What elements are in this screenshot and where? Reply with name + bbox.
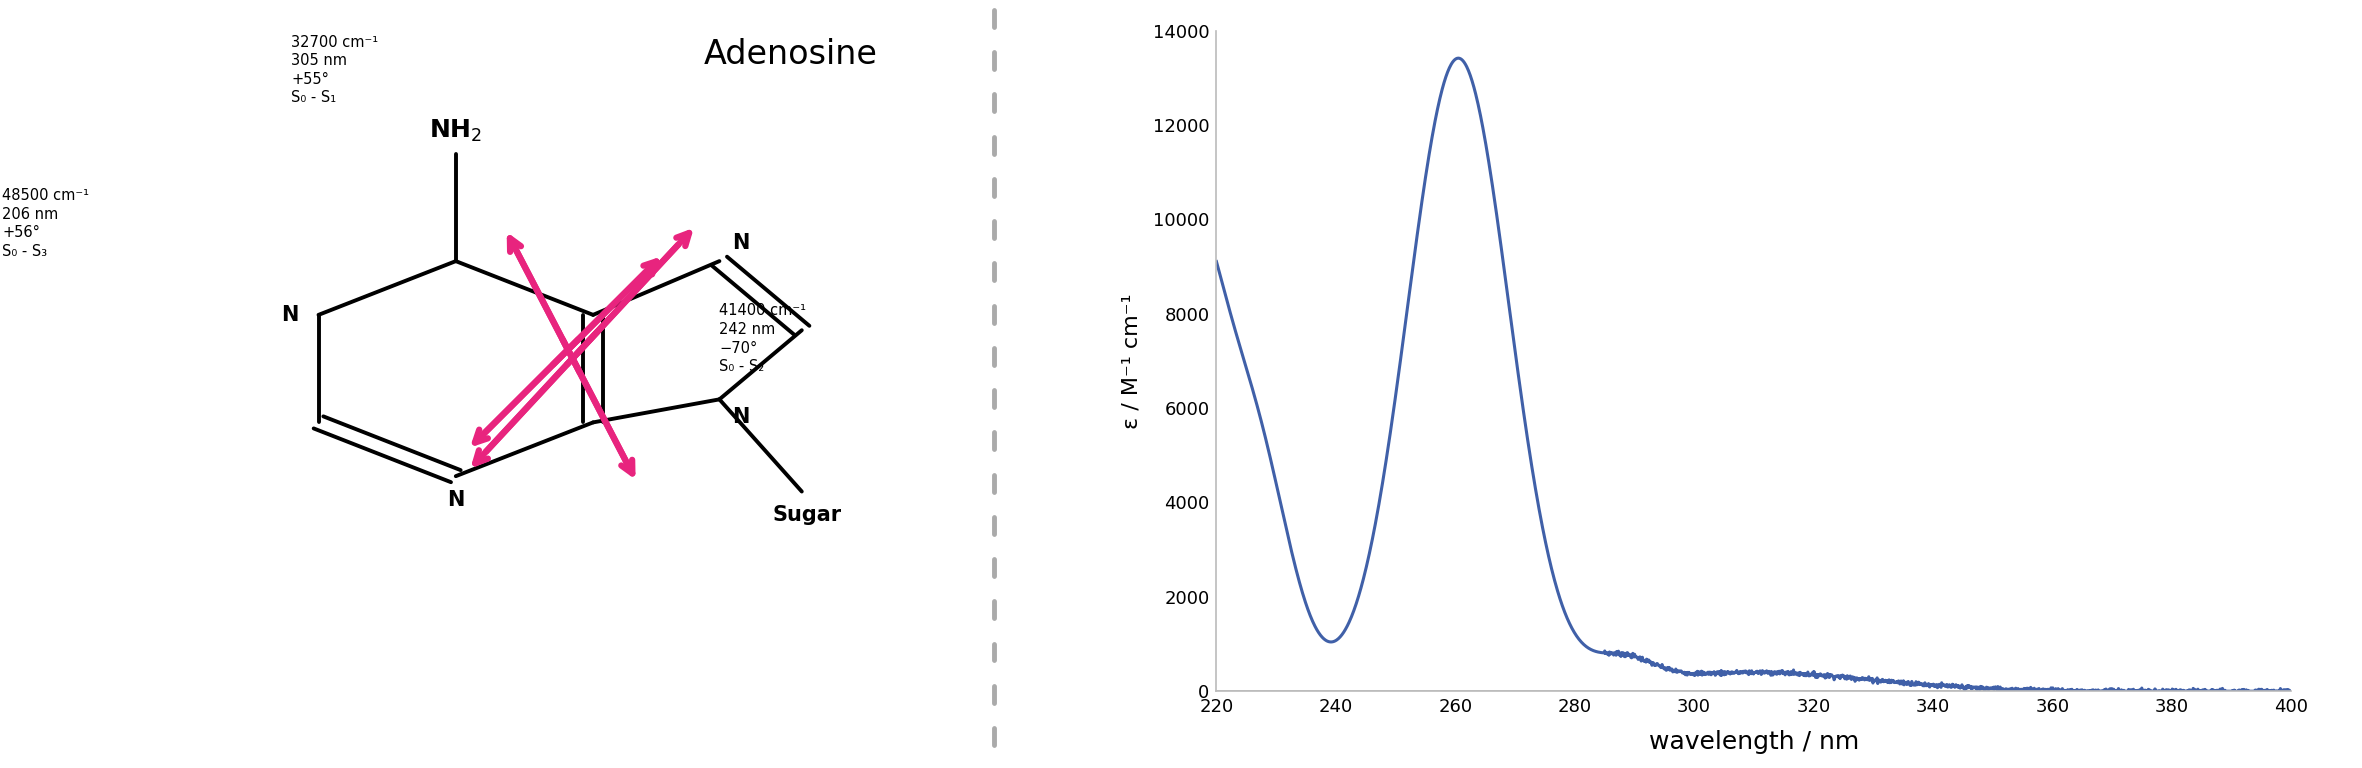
Text: N: N [732,233,751,253]
Text: N: N [446,490,465,510]
Text: 32700 cm⁻¹
305 nm
+55°
S₀ - S₁: 32700 cm⁻¹ 305 nm +55° S₀ - S₁ [291,35,378,105]
Text: 48500 cm⁻¹
206 nm
+56°
S₀ - S₃: 48500 cm⁻¹ 206 nm +56° S₀ - S₃ [2,188,90,259]
Text: N: N [732,407,751,427]
Text: Sugar: Sugar [772,505,841,525]
Text: Adenosine: Adenosine [704,38,879,71]
X-axis label: wavelength / nm: wavelength / nm [1649,730,1859,754]
Text: NH$_2$: NH$_2$ [430,118,482,144]
Text: 41400 cm⁻¹
242 nm
−70°
S₀ - S₂: 41400 cm⁻¹ 242 nm −70° S₀ - S₂ [720,303,805,374]
Text: N: N [281,305,298,325]
Y-axis label: ε / M⁻¹ cm⁻¹: ε / M⁻¹ cm⁻¹ [1122,293,1141,429]
